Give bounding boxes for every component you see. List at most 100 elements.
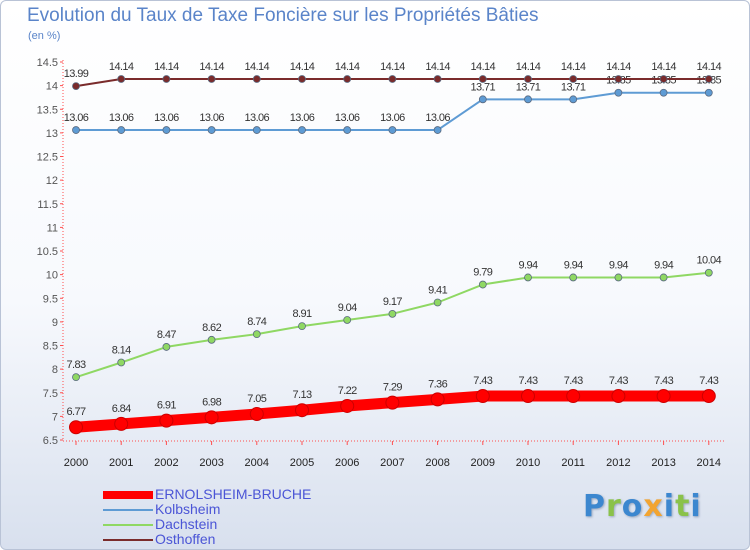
data-label-ernolsheim-bruche: 7.43 [654,375,673,387]
data-point-osthoffen [524,75,532,83]
y-tick-label: 10.5 [37,246,58,258]
data-point-ernolsheim-bruche [340,398,355,413]
logo-letter: t [675,489,691,524]
data-label-osthoffen: 14.14 [516,61,541,73]
data-point-ernolsheim-bruche [204,410,219,425]
chart-title: Evolution du Taux de Taxe Foncière sur l… [27,5,539,26]
data-point-kolbsheim [207,126,216,134]
data-label-ernolsheim-bruche: 7.05 [247,393,266,405]
x-tick-label: 2008 [425,457,449,469]
data-point-kolbsheim [298,126,306,134]
data-point-ernolsheim-bruche [295,403,309,418]
data-label-dachstein: 8.91 [292,308,311,320]
data-label-kolbsheim: 13.06 [199,112,224,124]
data-label-dachstein: 8.14 [112,345,131,357]
data-label-dachstein: 8.74 [247,316,266,328]
x-tick-label: 2001 [109,457,133,469]
y-tick-label: 13.5 [37,104,58,116]
y-tick-label: 9 [52,317,58,329]
data-label-dachstein: 9.94 [609,259,628,271]
data-point-osthoffen [659,75,668,83]
data-label-osthoffen: 14.14 [109,61,134,73]
data-point-kolbsheim [704,88,713,97]
data-label-ernolsheim-bruche: 7.29 [383,382,402,394]
data-label-dachstein: 9.17 [383,296,402,308]
x-tick-label: 2002 [154,457,178,469]
data-point-kolbsheim [433,126,442,134]
x-tick-label: 2009 [471,457,495,469]
data-point-kolbsheim [524,95,532,104]
data-label-kolbsheim: 13.06 [245,112,270,124]
data-point-kolbsheim [252,126,261,134]
y-tick-label: 14 [46,81,58,93]
y-tick-label: 8 [52,364,58,376]
logo-letter: r [606,489,622,524]
data-point-ernolsheim-bruche [430,392,445,407]
data-point-kolbsheim [117,126,126,134]
data-point-kolbsheim [388,126,397,134]
data-label-osthoffen: 14.14 [154,61,179,73]
data-point-dachstein [343,316,352,324]
data-point-dachstein [388,309,397,318]
y-tick-label: 7.5 [43,388,58,400]
series-line-dachstein [75,271,710,379]
x-tick-label: 2000 [64,457,88,469]
data-label-kolbsheim: 13.06 [290,112,315,124]
data-point-kolbsheim [569,95,578,104]
data-label-ernolsheim-bruche: 6.77 [66,406,85,418]
data-label-dachstein: 9.94 [654,259,673,271]
x-tick-label: 2010 [516,457,540,469]
data-label-osthoffen: 13.99 [64,68,89,80]
data-label-dachstein: 9.94 [518,259,537,271]
x-tick-label: 2012 [606,457,630,469]
data-point-osthoffen [388,75,397,83]
data-label-kolbsheim: 13.06 [425,112,450,124]
data-point-dachstein [478,280,487,289]
data-point-kolbsheim [659,88,668,97]
data-point-dachstein [659,273,668,282]
data-label-dachstein: 9.41 [428,285,447,297]
data-point-dachstein [162,343,171,351]
logo-letter: x [643,489,664,524]
data-label-kolbsheim: 13.06 [154,112,179,124]
legend-label: Dachstein [155,516,218,532]
legend-swatch [103,524,153,526]
data-point-dachstein [207,335,216,344]
data-label-osthoffen: 14.14 [335,61,360,73]
data-label-osthoffen: 14.14 [651,61,676,73]
data-label-dachstein: 7.83 [66,359,85,371]
data-point-ernolsheim-bruche [656,389,671,404]
data-point-osthoffen [162,75,171,83]
y-tick-label: 11 [47,222,58,234]
data-label-kolbsheim: 13.71 [561,81,586,93]
data-label-ernolsheim-bruche: 7.22 [338,385,357,397]
data-point-ernolsheim-bruche [114,416,129,431]
data-label-ernolsheim-bruche: 7.43 [518,375,537,387]
legend-swatch [103,509,153,511]
y-tick-label: 14.5 [37,57,58,69]
y-tick-label: 11.5 [37,199,58,211]
legend-label: ERNOLSHEIM-BRUCHE [155,486,312,502]
legend-label: Kolbsheim [155,501,221,517]
data-label-kolbsheim: 13.06 [109,112,134,124]
data-label-kolbsheim: 13.06 [380,112,405,124]
y-tick-label: 12.5 [37,152,58,164]
data-point-dachstein [704,268,713,277]
data-point-dachstein [117,358,126,367]
y-tick-label: 10 [46,270,58,282]
data-point-ernolsheim-bruche [475,389,490,404]
data-label-ernolsheim-bruche: 7.43 [609,375,628,387]
data-point-ernolsheim-bruche [701,389,716,404]
data-point-dachstein [524,273,532,282]
x-tick-label: 2006 [335,457,359,469]
data-label-osthoffen: 14.14 [245,61,270,73]
data-label-osthoffen: 14.14 [606,61,631,73]
data-point-kolbsheim [614,88,623,97]
data-label-dachstein: 9.94 [564,259,583,271]
data-point-dachstein [298,322,306,331]
data-label-osthoffen: 14.14 [290,61,315,73]
y-tick-label: 13 [46,128,58,140]
data-point-osthoffen [207,75,216,83]
y-tick-label: 9.5 [43,293,58,305]
